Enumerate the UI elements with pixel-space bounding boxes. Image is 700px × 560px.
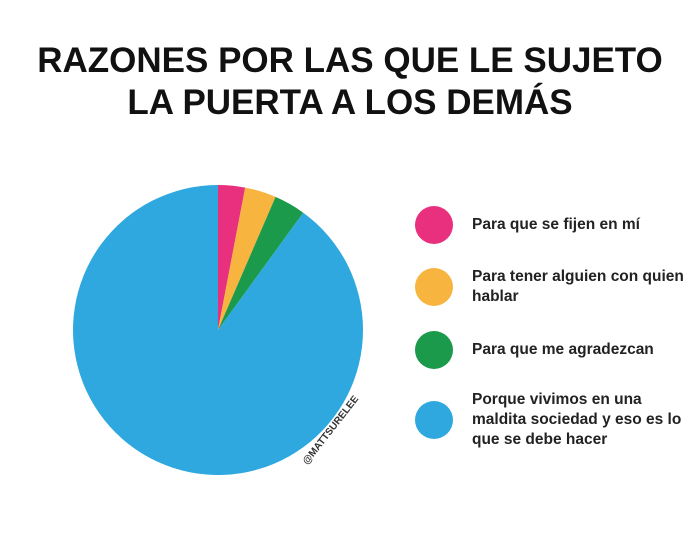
- legend-swatch: [415, 331, 453, 369]
- legend-swatch: [415, 268, 453, 306]
- legend-label: Para que se fijen en mí: [472, 216, 640, 233]
- pie-slice: [73, 185, 363, 475]
- legend-label: Porque vivimos en una maldita sociedad y…: [472, 391, 682, 448]
- legend-swatch: [415, 401, 453, 439]
- legend-swatch: [415, 206, 453, 244]
- legend-label: Para que me agradezcan: [472, 341, 654, 358]
- pie-slice: [218, 185, 246, 330]
- legend-label: Para tener alguien con quien hablar: [472, 268, 684, 305]
- pie-slice: [218, 196, 304, 330]
- chart-title: RAZONES POR LAS QUE LE SUJETO LA PUERTA …: [37, 41, 663, 122]
- pie-slice: [218, 187, 276, 330]
